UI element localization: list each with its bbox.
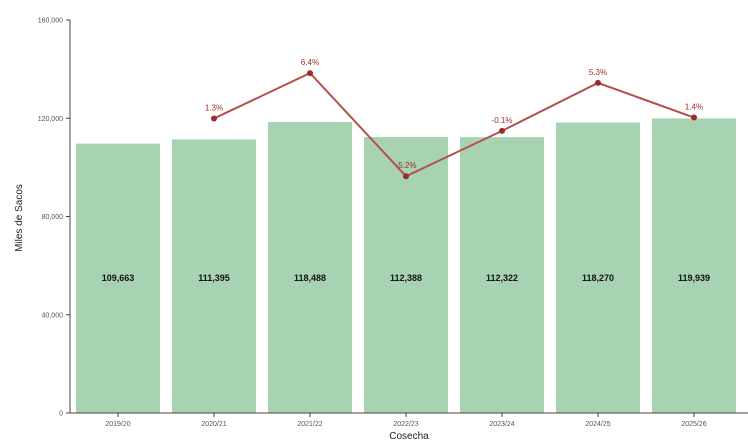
bar — [652, 118, 736, 413]
bar — [268, 121, 352, 413]
x-tick-label: 2022/23 — [393, 421, 418, 428]
bar — [556, 122, 640, 413]
growth-label: 5.3% — [589, 68, 607, 77]
y-tick-label: 160,000 — [38, 18, 63, 25]
x-tick-label: 2023/24 — [489, 421, 514, 428]
bar — [460, 137, 544, 414]
bar-value-label: 112,388 — [390, 273, 422, 283]
y-tick-label: 40,000 — [42, 312, 64, 319]
y-tick-label: 0 — [59, 411, 63, 418]
x-tick-label: 2020/21 — [201, 421, 226, 428]
growth-label: -5.2% — [396, 161, 417, 170]
growth-label: 6.4% — [301, 58, 319, 67]
growth-line-path — [213, 71, 695, 178]
x-axis: 2019/20 2020/21 2021/22 2022/23 2023/24 2024/… — [70, 412, 748, 428]
y-axis: 0 40,000 80,000 120,000 160,000 — [38, 18, 71, 418]
growth-point — [691, 114, 697, 121]
bar-value-label: 112,322 — [486, 273, 518, 283]
x-axis-title: Cosecha — [389, 431, 429, 442]
bar-value-label: 118,488 — [294, 273, 326, 283]
growth-label: 1.3% — [205, 103, 223, 112]
growth-line — [211, 70, 697, 180]
bars — [76, 118, 736, 414]
growth-point — [499, 127, 505, 134]
growth-label: -0.1% — [492, 116, 513, 125]
y-tick-label: 120,000 — [38, 116, 63, 123]
x-tick-label: 2021/22 — [297, 421, 322, 428]
growth-point — [403, 173, 409, 180]
x-tick-label: 2024/25 — [585, 421, 610, 428]
bar-value-label: 109,663 — [102, 273, 135, 283]
x-tick-label: 2019/20 — [105, 421, 130, 428]
growth-label: 1.4% — [685, 103, 703, 112]
bar-labels: 109,663 111,395 118,488 112,388 112,322 118,2… — [102, 273, 710, 283]
bar — [172, 139, 256, 413]
bar — [76, 143, 160, 413]
x-tick-label: 2025/26 — [681, 421, 706, 428]
growth-point — [595, 79, 601, 86]
y-axis-title: Miles de Sacos — [14, 184, 25, 252]
bar-value-label: 118,270 — [582, 273, 614, 283]
growth-point — [211, 115, 217, 122]
growth-labels: 1.3% 6.4% -5.2% -0.1% 5.3% 1.4% — [205, 58, 703, 170]
y-tick-label: 80,000 — [42, 214, 64, 221]
bar-value-label: 119,939 — [678, 273, 710, 283]
growth-point — [307, 70, 313, 77]
bar-value-label: 111,395 — [198, 273, 230, 283]
bar — [364, 136, 448, 414]
